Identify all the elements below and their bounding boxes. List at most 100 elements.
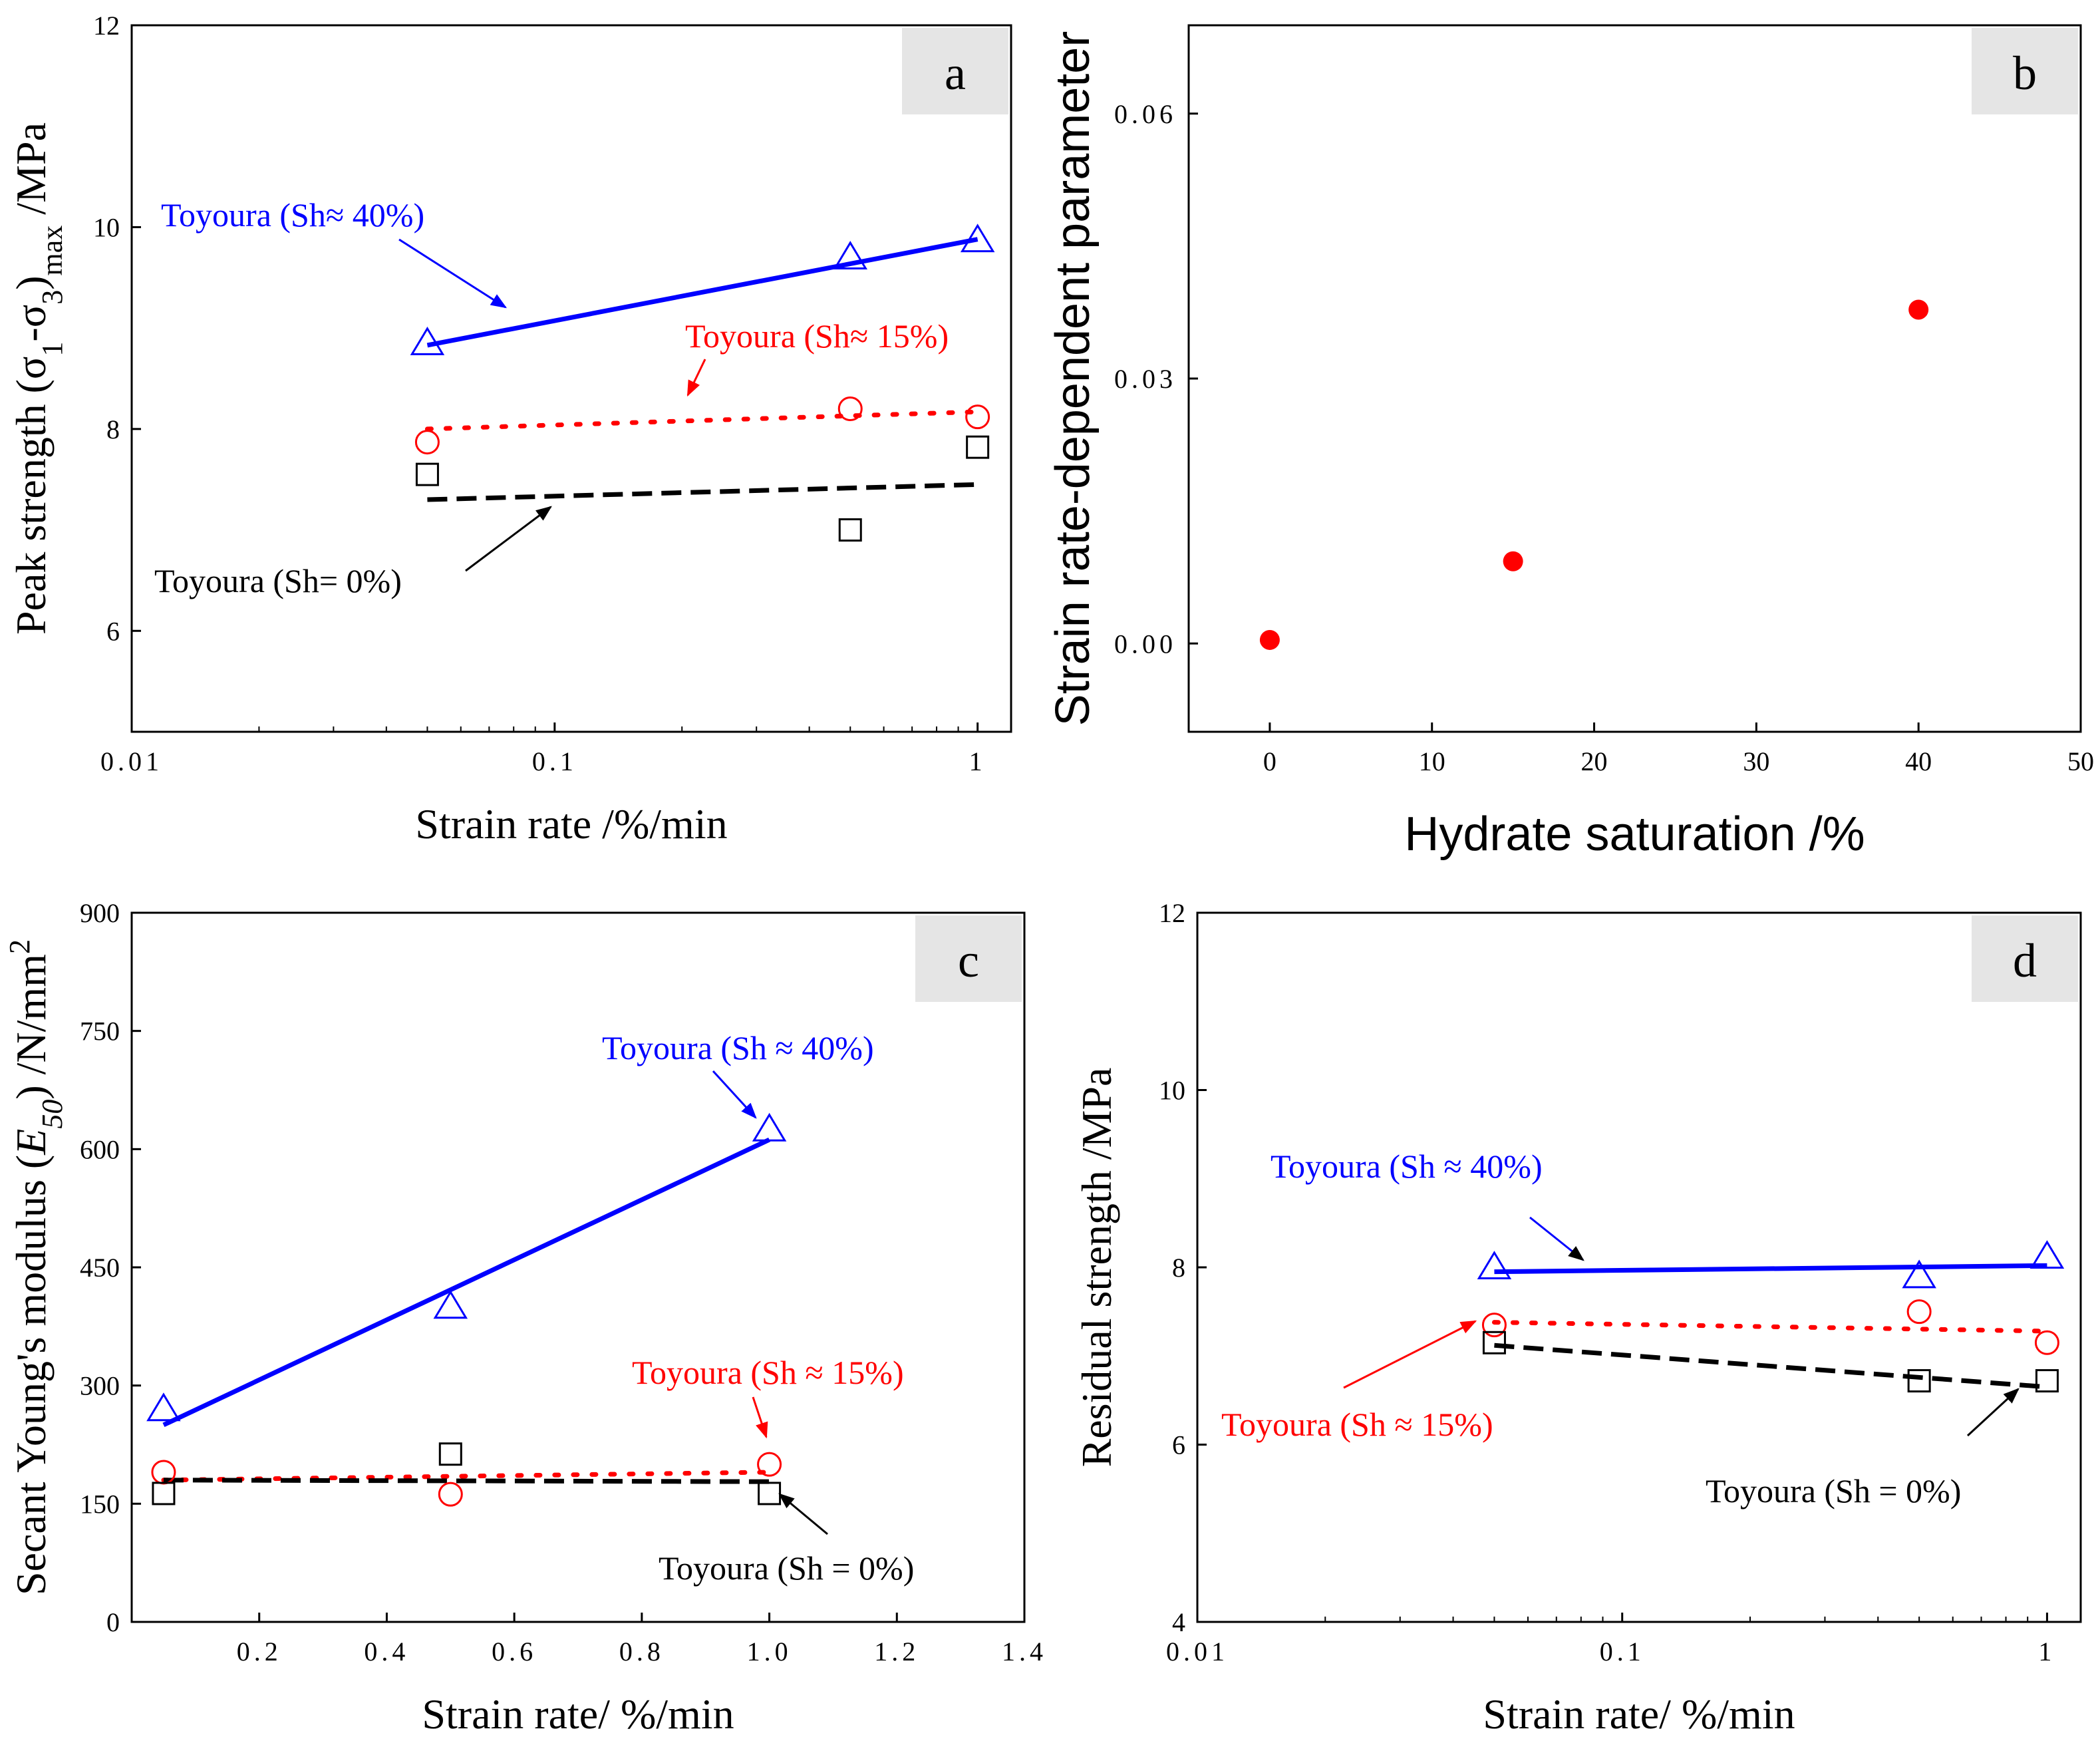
data-point-triangle xyxy=(960,224,995,253)
data-point-triangle xyxy=(433,1290,468,1319)
x-tick-label: 0.4 xyxy=(364,1637,409,1666)
data-point-triangle xyxy=(146,1392,181,1422)
plot-frame xyxy=(1187,24,2082,733)
annotation-label: Toyoura (Sh ≈ 40%) xyxy=(602,1029,874,1066)
x-tick-label: 50 xyxy=(2067,746,2094,776)
annotation-label: Toyoura (Sh ≈ 15%) xyxy=(1221,1406,1493,1443)
x-tick-label: 1.2 xyxy=(874,1637,919,1666)
data-point-square xyxy=(838,518,862,542)
data-point-square xyxy=(2035,1369,2059,1393)
annotation-label: Toyoura (Sh ≈ 15%) xyxy=(632,1354,904,1391)
x-tick-label: 1 xyxy=(969,746,986,776)
panel-label: b xyxy=(2013,47,2037,100)
x-tick-label: 0 xyxy=(1263,746,1276,776)
y-tick-label: 600 xyxy=(80,1134,120,1164)
data-point-triangle xyxy=(410,326,445,355)
data-point-filled xyxy=(1503,551,1523,571)
annotation-arrow xyxy=(1343,1320,1477,1389)
x-tick-label: 0.1 xyxy=(1600,1637,1645,1666)
y-axis-title: Residual strength /MPa xyxy=(1073,1068,1120,1468)
x-tick-label: 40 xyxy=(1905,746,1932,776)
data-point-filled xyxy=(1908,299,1929,320)
y-axis-title: Secant Young's modulus (E50) /N/mm2 xyxy=(3,939,69,1595)
fit-line xyxy=(163,1478,770,1484)
x-tick-label: 0.6 xyxy=(492,1637,537,1666)
x-tick-label: 30 xyxy=(1743,746,1769,776)
x-tick-label: 0.2 xyxy=(237,1637,282,1666)
fit-line xyxy=(1494,1343,2047,1390)
annotation-arrow xyxy=(398,238,508,309)
y-tick-label: 6 xyxy=(1172,1430,1185,1460)
x-axis-title: Strain rate/ %/min xyxy=(422,1690,734,1738)
data-point-circle xyxy=(965,404,990,430)
data-point-triangle xyxy=(833,241,868,269)
data-point-circle xyxy=(1481,1313,1507,1338)
y-tick-label: 10 xyxy=(1159,1076,1185,1106)
annotation-arrow xyxy=(686,359,706,397)
fit-line xyxy=(426,237,978,348)
y-tick-label: 4 xyxy=(1172,1607,1185,1637)
data-point-triangle xyxy=(1902,1259,1936,1289)
data-point-filled xyxy=(1259,629,1280,650)
data-point-circle xyxy=(837,396,863,422)
panel-label: d xyxy=(2013,934,2037,987)
plot-frame xyxy=(130,24,1012,733)
x-axis-title: Strain rate /%/min xyxy=(415,800,727,848)
annotation-arrow xyxy=(465,506,552,572)
annotation-label: Toyoura (Sh = 0%) xyxy=(1706,1472,1961,1509)
data-point-circle xyxy=(2034,1330,2059,1355)
data-point-triangle xyxy=(2029,1240,2065,1269)
y-tick-label: 0.03 xyxy=(1114,364,1177,394)
annotation-label: Toyoura (Sh≈ 40%) xyxy=(161,196,424,234)
data-point-square xyxy=(415,462,439,486)
y-tick-label: 900 xyxy=(80,898,120,928)
data-point-circle xyxy=(757,1452,782,1477)
y-tick-label: 0.06 xyxy=(1114,99,1177,129)
y-tick-label: 10 xyxy=(93,212,120,242)
x-tick-label: 0.8 xyxy=(619,1637,665,1666)
annotation-label: Toyoura (Sh= 0%) xyxy=(154,562,402,599)
panel-label-box xyxy=(915,915,1022,1002)
data-point-square xyxy=(1907,1369,1931,1393)
annotation-label: Toyoura (Sh ≈ 40%) xyxy=(1271,1148,1543,1185)
x-axis-title: Hydrate saturation /% xyxy=(1404,808,1865,861)
annotation-label: Toyoura (Sh≈ 15%) xyxy=(685,317,949,355)
y-tick-label: 0.00 xyxy=(1114,629,1177,659)
data-point-square xyxy=(152,1482,176,1505)
x-tick-label: 0.01 xyxy=(1166,1637,1229,1666)
x-tick-label: 1.0 xyxy=(747,1637,792,1666)
x-tick-label: 0.1 xyxy=(532,746,577,776)
x-tick-label: 0.01 xyxy=(100,746,163,776)
annotation-label: Toyoura (Sh = 0%) xyxy=(659,1549,914,1587)
annotation-arrow xyxy=(752,1396,768,1439)
fit-line xyxy=(427,482,978,502)
x-tick-label: 1 xyxy=(2038,1637,2055,1666)
panel-label-box xyxy=(1972,915,2078,1002)
panel-label-box xyxy=(902,28,1008,114)
y-tick-label: 150 xyxy=(80,1489,120,1519)
plot-frame xyxy=(130,911,1026,1623)
annotation-arrow xyxy=(712,1070,757,1119)
y-tick-label: 450 xyxy=(80,1253,120,1283)
x-tick-label: 10 xyxy=(1419,746,1445,776)
x-tick-label: 1.4 xyxy=(1002,1637,1047,1666)
fit-line xyxy=(1491,1320,2049,1334)
annotation-arrow xyxy=(1966,1388,2020,1437)
y-tick-label: 12 xyxy=(1159,898,1185,928)
panel-label: a xyxy=(945,47,966,100)
data-point-circle xyxy=(414,430,440,455)
annotation-arrow xyxy=(1529,1216,1584,1261)
y-tick-label: 750 xyxy=(80,1017,120,1046)
data-point-square xyxy=(966,435,990,459)
chart-b: 0 10 20 30 40 50 0.00 0.03 0.06 b Hydrate saturati… xyxy=(1046,24,2094,861)
y-tick-label: 300 xyxy=(80,1371,120,1401)
y-tick-label: 8 xyxy=(1172,1253,1185,1283)
fit-line xyxy=(1494,1263,2047,1275)
y-tick-label: 8 xyxy=(106,414,120,444)
y-axis-title: Strain rate-dependent parameter xyxy=(1046,31,1100,726)
data-point-square xyxy=(1482,1331,1506,1354)
y-tick-label: 0 xyxy=(106,1607,120,1637)
fit-line xyxy=(162,1137,771,1428)
panel-label-box xyxy=(1972,28,2078,114)
